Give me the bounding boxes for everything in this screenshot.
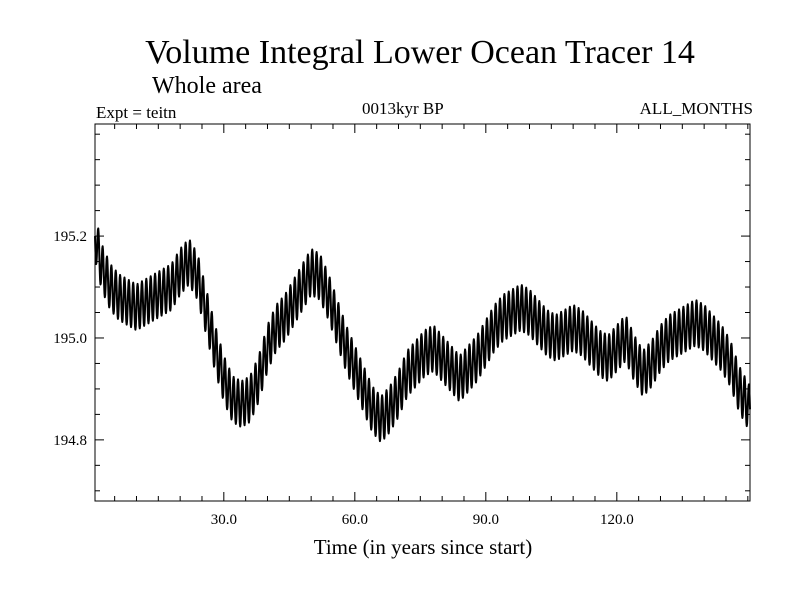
axis-ticks: 30.0 60.0 90.0 120.0 194.8 195.0 195.2	[53, 124, 750, 528]
x-tick-label: 90.0	[473, 512, 499, 528]
period-label: 0013kyr BP	[362, 99, 444, 118]
y-tick-label: 194.8	[53, 433, 87, 449]
series-line	[94, 227, 751, 443]
series-layer	[94, 227, 751, 443]
experiment-label: Expt = teitn	[96, 103, 177, 122]
x-tick-label: 60.0	[342, 512, 368, 528]
x-axis-label: Time (in years since start)	[313, 535, 533, 559]
x-tick-label: 30.0	[211, 512, 237, 528]
x-tick-label: 120.0	[600, 512, 634, 528]
months-label: ALL_MONTHS	[639, 99, 753, 118]
y-tick-label: 195.2	[53, 229, 87, 245]
y-tick-label: 195.0	[53, 331, 87, 347]
chart-subtitle: Whole area	[152, 73, 262, 99]
chart-title: Volume Integral Lower Ocean Tracer 14	[145, 34, 695, 71]
plot-frame	[94, 123, 751, 502]
